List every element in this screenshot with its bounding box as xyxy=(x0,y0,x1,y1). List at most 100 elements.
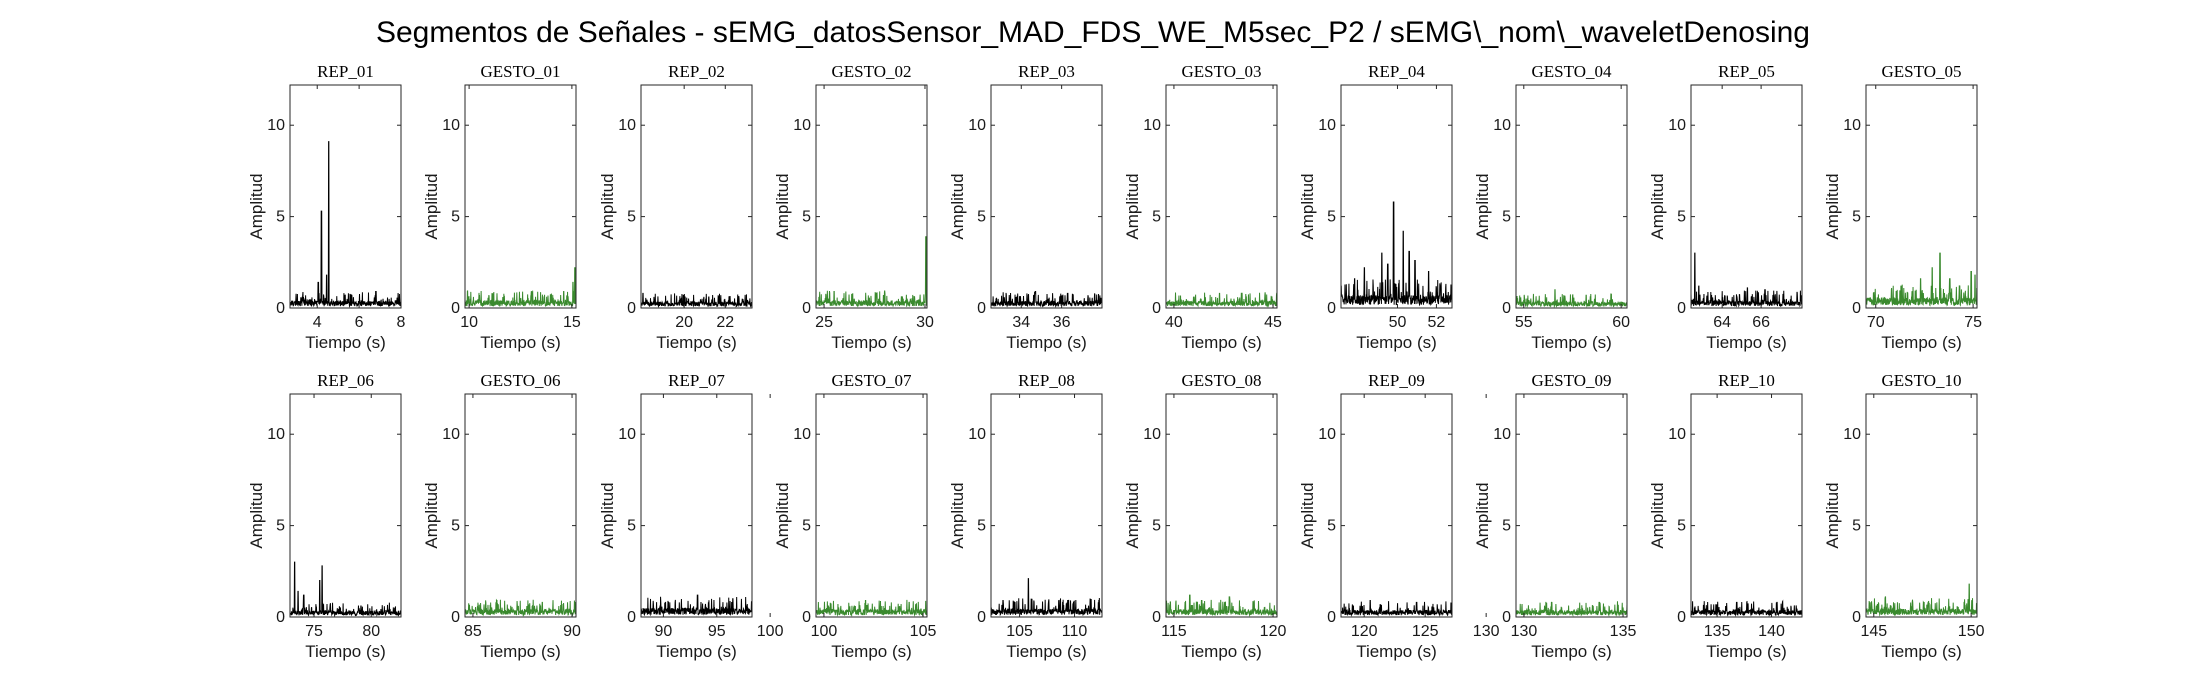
panel-gesto-08: 0 5 10 115 120 GESTO_08 Tiempo (s) Amplitud xyxy=(1123,371,1286,661)
axes-box xyxy=(1690,84,1803,309)
signal-trace xyxy=(464,598,577,617)
y-tick-label: 0 xyxy=(1152,609,1161,626)
panel-gesto-03: 0 5 10 40 45 GESTO_03 Tiempo (s) Amplitud xyxy=(1123,62,1282,352)
x-tick-label: 75 xyxy=(1964,314,1982,331)
signal-trace xyxy=(1340,201,1453,307)
panel-gesto-06: 0 5 10 85 90 GESTO_06 Tiempo (s) Amplitud xyxy=(422,371,581,661)
y-axis-label: Amplitud xyxy=(422,482,441,548)
y-tick-label: 5 xyxy=(1677,518,1686,535)
axes-box xyxy=(1690,393,1803,618)
y-axis-label: Amplitud xyxy=(247,482,266,548)
signal-trace xyxy=(640,594,753,617)
panel-gesto-07: 0 5 10 100 105 GESTO_07 Tiempo (s) Amplitud xyxy=(773,371,936,661)
y-tick-label: 0 xyxy=(1677,300,1686,317)
y-tick-label: 5 xyxy=(1327,518,1336,535)
panel-title: GESTO_04 xyxy=(1532,62,1612,81)
signal-trace xyxy=(289,561,402,618)
panel-title: GESTO_07 xyxy=(832,371,912,390)
y-tick-label: 5 xyxy=(627,518,636,535)
x-axis-label: Tiempo (s) xyxy=(656,333,737,352)
x-tick-label: 80 xyxy=(362,623,380,640)
figure-title: Segmentos de Señales - sEMG_datosSensor_… xyxy=(376,16,1810,49)
panel-title: GESTO_09 xyxy=(1532,371,1612,390)
panel-rep-06: 0 5 10 75 80 REP_06 Tiempo (s) Amplitud xyxy=(247,371,402,661)
axes-box xyxy=(1865,84,1978,309)
x-axis-label: Tiempo (s) xyxy=(1356,333,1437,352)
x-tick-label: 90 xyxy=(563,623,581,640)
y-tick-label: 0 xyxy=(627,609,636,626)
signal-trace xyxy=(1690,252,1803,308)
y-tick-label: 10 xyxy=(442,426,460,443)
panel-gesto-09: 0 5 10 130 135 GESTO_09 Tiempo (s) Amplitud xyxy=(1473,371,1636,661)
y-tick-label: 10 xyxy=(793,117,811,134)
axes-box xyxy=(1165,393,1278,618)
y-tick-label: 10 xyxy=(1843,426,1861,443)
x-tick-label: 8 xyxy=(397,314,406,331)
x-axis-label: Tiempo (s) xyxy=(1706,333,1787,352)
panel-rep-07: 0 5 10 90 95 100 REP_07 Tiempo (s) Amplitud xyxy=(598,371,784,661)
panel-rep-01: 0 5 10 4 6 8 REP_01 Tiempo (s) Amplitud xyxy=(247,62,406,352)
y-axis-label: Amplitud xyxy=(1473,482,1492,548)
axes-box xyxy=(289,84,402,309)
signal-trace xyxy=(1165,292,1278,308)
y-axis-label: Amplitud xyxy=(773,173,792,239)
x-tick-label: 6 xyxy=(355,314,364,331)
signal-trace xyxy=(1865,252,1978,307)
x-tick-label: 40 xyxy=(1165,314,1183,331)
x-tick-label: 25 xyxy=(815,314,833,331)
x-tick-label: 4 xyxy=(313,314,322,331)
x-tick-label: 55 xyxy=(1515,314,1533,331)
x-axis-label: Tiempo (s) xyxy=(1881,333,1962,352)
x-axis-label: Tiempo (s) xyxy=(305,333,386,352)
panel-title: REP_02 xyxy=(668,62,725,81)
x-tick-label: 120 xyxy=(1260,623,1287,640)
y-tick-label: 10 xyxy=(1668,117,1686,134)
x-tick-label: 75 xyxy=(305,623,323,640)
x-tick-label: 150 xyxy=(1958,623,1985,640)
x-axis-label: Tiempo (s) xyxy=(1356,642,1437,661)
y-axis-label: Amplitud xyxy=(1123,482,1142,548)
axes-box xyxy=(1515,393,1628,618)
panel-title: GESTO_03 xyxy=(1182,62,1262,81)
signal-trace xyxy=(990,291,1103,308)
signal-trace xyxy=(1340,600,1453,617)
y-tick-label: 5 xyxy=(1502,209,1511,226)
panel-rep-10: 0 5 10 135 140 REP_10 Tiempo (s) Amplitud xyxy=(1648,371,1803,661)
y-tick-label: 0 xyxy=(1677,609,1686,626)
panel-title: REP_08 xyxy=(1018,371,1075,390)
x-axis-label: Tiempo (s) xyxy=(831,333,912,352)
axes-box xyxy=(990,393,1103,618)
y-tick-label: 5 xyxy=(1327,209,1336,226)
panel-rep-08: 0 5 10 105 110 REP_08 Tiempo (s) Amplitud xyxy=(948,371,1103,661)
x-axis-label: Tiempo (s) xyxy=(1181,642,1262,661)
axes-box xyxy=(640,84,753,309)
x-axis-label: Tiempo (s) xyxy=(1181,333,1262,352)
y-tick-label: 5 xyxy=(977,518,986,535)
x-tick-label: 45 xyxy=(1264,314,1282,331)
y-tick-label: 5 xyxy=(276,209,285,226)
panel-rep-04: 0 5 10 50 52 REP_04 Tiempo (s) Amplitud xyxy=(1298,62,1453,352)
x-tick-label: 105 xyxy=(1006,623,1033,640)
y-tick-label: 10 xyxy=(968,426,986,443)
axes-box xyxy=(990,84,1103,309)
panel-title: REP_09 xyxy=(1368,371,1425,390)
y-tick-label: 5 xyxy=(1502,518,1511,535)
signal-trace xyxy=(1515,289,1628,309)
panel-title: REP_04 xyxy=(1368,62,1425,81)
y-tick-label: 0 xyxy=(1327,300,1336,317)
x-tick-label: 135 xyxy=(1704,623,1731,640)
y-tick-label: 0 xyxy=(276,300,285,317)
signal-trace xyxy=(815,599,928,617)
y-axis-label: Amplitud xyxy=(948,173,967,239)
x-tick-label: 135 xyxy=(1610,623,1637,640)
y-axis-label: Amplitud xyxy=(1298,482,1317,548)
signal-trace xyxy=(1515,601,1628,617)
panel-gesto-05: 0 5 10 70 75 GESTO_05 Tiempo (s) Amplitud xyxy=(1823,62,1982,352)
y-tick-label: 0 xyxy=(451,300,460,317)
axes-box xyxy=(1515,84,1628,309)
y-tick-label: 5 xyxy=(1852,209,1861,226)
panel-title: REP_05 xyxy=(1718,62,1775,81)
panel-title: REP_07 xyxy=(668,371,725,390)
x-axis-label: Tiempo (s) xyxy=(1531,333,1612,352)
